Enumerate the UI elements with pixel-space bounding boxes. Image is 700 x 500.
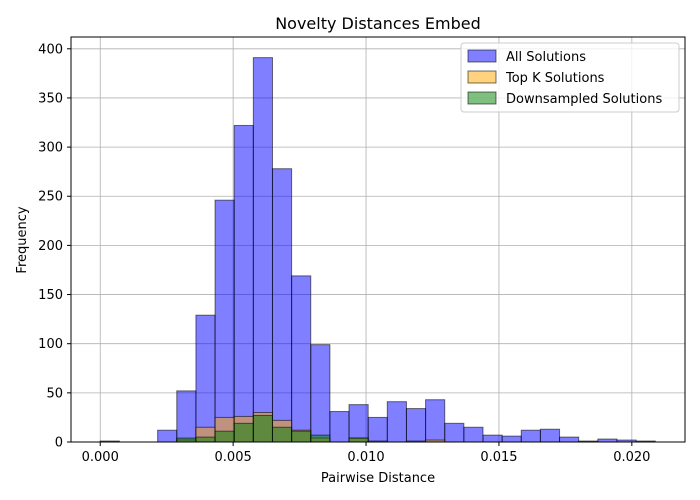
histogram-bar-series-2 [214, 430, 235, 443]
histogram-bar-series-0 [291, 275, 312, 443]
y-tick-label: 0 [55, 436, 63, 451]
legend-frame [460, 42, 680, 113]
axis-ticks: 0.000 0.005 0.010 0.015 0.020 0 50 100 150 200 250… [38, 42, 650, 465]
legend-label: Downsampled Solutions [506, 92, 662, 107]
histogram-bar-series-2 [252, 414, 273, 443]
legend-swatch [467, 70, 497, 84]
histogram-bar-series-0 [482, 434, 503, 443]
x-axis-label: Pairwise Distance [321, 471, 435, 486]
y-tick-label: 50 [46, 386, 63, 401]
histogram-bar-series-0 [386, 401, 407, 443]
histogram-bar-series-0 [195, 314, 216, 443]
y-tick-label: 150 [38, 288, 63, 303]
legend-swatch [467, 91, 497, 105]
histogram-bar-series-2 [271, 426, 293, 443]
x-tick-label: 0.000 [82, 450, 119, 465]
histogram-bar-series-0 [444, 422, 465, 443]
histogram-bar-series-0 [463, 426, 484, 443]
y-tick-label: 400 [38, 42, 63, 57]
histogram-bar-series-0 [520, 429, 541, 443]
histogram-bar-series-0 [559, 436, 580, 443]
histogram-bar-series-0 [233, 124, 254, 443]
legend: All Solutions Top K Solutions Downsampled … [460, 42, 680, 113]
y-tick-label: 100 [38, 337, 63, 352]
histogram-bar-series-2 [348, 437, 369, 443]
x-tick-label: 0.015 [480, 450, 517, 465]
histogram-bar-series-0 [252, 57, 273, 443]
y-tick-label: 300 [38, 141, 63, 156]
x-tick-label: 0.005 [215, 450, 252, 465]
histogram-bar-series-0 [271, 168, 293, 443]
y-tick-label: 250 [38, 190, 63, 205]
histogram-bar-series-0 [176, 390, 197, 443]
histogram-bar-series-2 [233, 422, 254, 443]
x-tick-label: 0.020 [613, 450, 650, 465]
histogram-bar-series-0 [405, 408, 427, 443]
histogram-bar-series-0 [539, 428, 561, 443]
y-tick-label: 350 [38, 91, 63, 106]
y-axis-label: Frequency [15, 206, 30, 273]
histogram-bar-series-2 [291, 430, 312, 443]
histogram-bar-series-2 [176, 437, 197, 443]
x-tick-label: 0.010 [347, 450, 384, 465]
histogram-bar-series-0 [425, 399, 446, 443]
histogram-bar-series-0 [367, 416, 388, 443]
legend-label: All Solutions [506, 50, 586, 65]
histogram-bar-series-0 [157, 429, 178, 443]
plot-frame [70, 36, 686, 443]
chart-title: Novelty Distances Embed [275, 14, 481, 33]
y-tick-label: 200 [38, 239, 63, 254]
histogram-bar-series-0 [348, 404, 369, 443]
legend-label: Top K Solutions [505, 71, 605, 86]
histogram-bar-series-2 [310, 434, 331, 443]
legend-swatch [467, 49, 497, 63]
histogram-bar-series-0 [214, 199, 235, 443]
histogram-bar-series-0 [501, 435, 522, 443]
histogram-bar-series-2 [195, 436, 216, 443]
bars [99, 57, 656, 443]
histogram-bar-series-0 [310, 344, 331, 443]
histogram-bar-series-0 [329, 411, 350, 443]
